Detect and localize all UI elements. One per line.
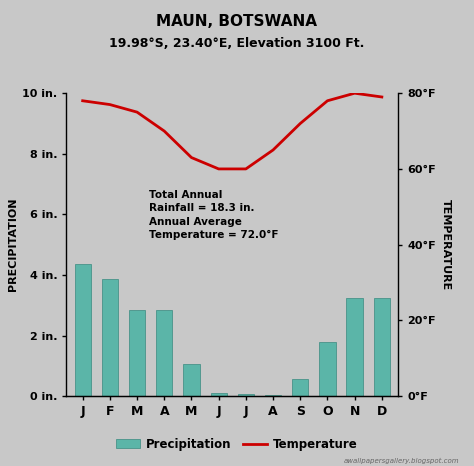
Bar: [292, 379, 309, 396]
Bar: [74, 264, 91, 396]
Text: MAUN, BOTSWANA: MAUN, BOTSWANA: [156, 14, 318, 29]
Bar: [129, 310, 145, 396]
Bar: [156, 310, 173, 396]
Bar: [374, 298, 390, 396]
Y-axis label: PRECIPITATION: PRECIPITATION: [8, 198, 18, 291]
Bar: [210, 393, 227, 396]
Text: 19.98°S, 23.40°E, Elevation 3100 Ft.: 19.98°S, 23.40°E, Elevation 3100 Ft.: [109, 37, 365, 50]
Y-axis label: TEMPERATURE: TEMPERATURE: [441, 199, 451, 290]
Bar: [319, 342, 336, 396]
Bar: [346, 298, 363, 396]
Legend: Precipitation, Temperature: Precipitation, Temperature: [112, 433, 362, 455]
Bar: [237, 394, 254, 396]
Text: Total Annual
Rainfall = 18.3 in.
Annual Average
Temperature = 72.0°F: Total Annual Rainfall = 18.3 in. Annual …: [149, 190, 279, 240]
Text: awallpapersgallery.blogspot.com: awallpapersgallery.blogspot.com: [344, 458, 460, 464]
Bar: [102, 280, 118, 396]
Bar: [183, 364, 200, 396]
Bar: [265, 395, 281, 396]
